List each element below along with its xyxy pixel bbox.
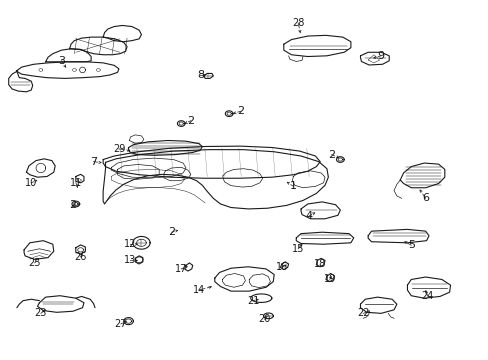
Text: 2: 2 [237,106,244,116]
Text: 21: 21 [246,296,259,306]
Text: 11: 11 [70,178,82,188]
Text: 15: 15 [291,244,304,254]
Text: 10: 10 [25,178,37,188]
Text: 12: 12 [124,239,136,249]
Text: 2: 2 [168,227,175,237]
Text: 16: 16 [275,262,287,273]
Text: 26: 26 [74,252,86,262]
Text: 9: 9 [377,51,384,61]
Text: 2: 2 [327,150,335,159]
Text: 14: 14 [192,285,204,295]
Text: 25: 25 [28,258,41,268]
Text: 18: 18 [313,259,325,269]
Text: 22: 22 [356,309,369,318]
Text: 3: 3 [58,56,65,66]
Text: 20: 20 [258,314,270,324]
Text: 23: 23 [35,309,47,318]
Text: 13: 13 [124,256,136,265]
Text: 2: 2 [69,201,76,210]
Text: 19: 19 [323,274,335,284]
Text: 29: 29 [113,144,125,154]
Text: 4: 4 [305,211,312,221]
Text: 5: 5 [407,240,414,250]
Text: 28: 28 [291,18,304,28]
Text: 6: 6 [421,193,428,203]
Text: 2: 2 [187,116,194,126]
Text: 17: 17 [175,264,187,274]
Text: 8: 8 [197,70,203,80]
Text: 1: 1 [289,181,296,192]
Text: 7: 7 [90,157,97,167]
Text: 24: 24 [421,291,433,301]
Text: 27: 27 [114,319,127,329]
